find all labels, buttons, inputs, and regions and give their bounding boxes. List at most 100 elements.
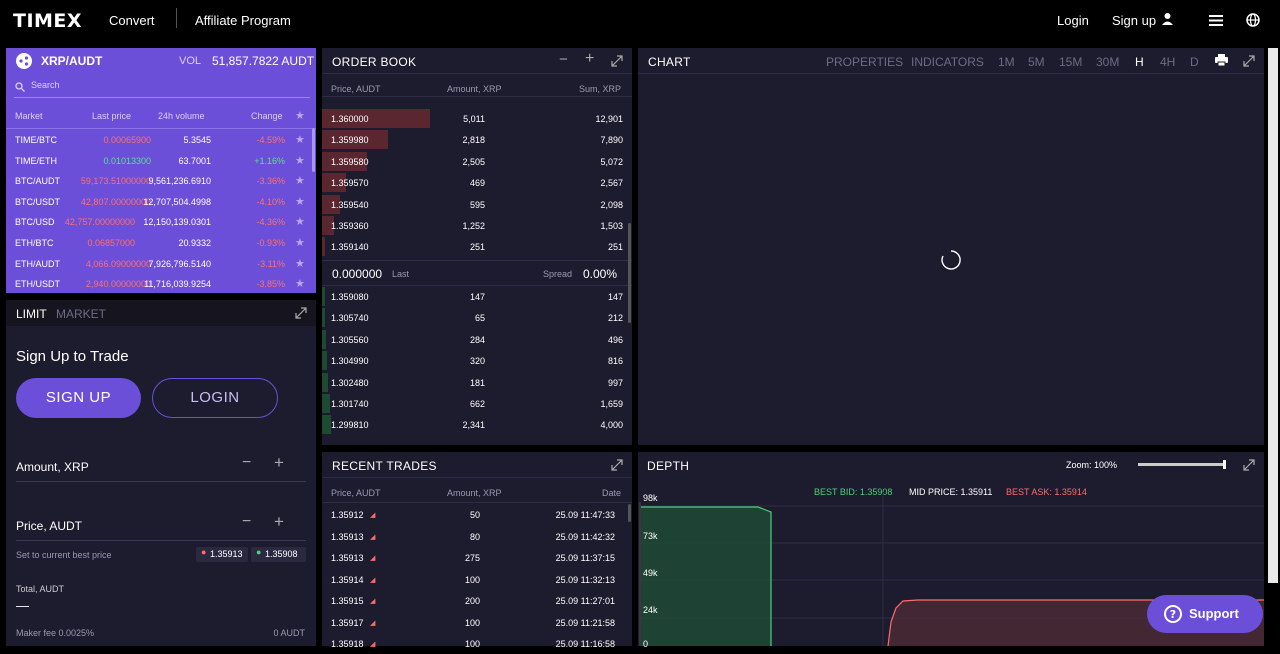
star-icon[interactable]: ★ — [295, 175, 305, 188]
search-icon — [15, 82, 25, 92]
expand-icon[interactable] — [611, 459, 623, 471]
star-icon[interactable]: ★ — [295, 237, 305, 249]
depth-bar — [322, 351, 328, 371]
market-row[interactable]: TIME/BTC 0.00065900 5.3545 -4.59% ★ — [6, 130, 316, 150]
pair-title[interactable]: XRP/AUDT — [41, 54, 103, 68]
zoom-slider[interactable] — [1138, 460, 1226, 469]
col-last-price[interactable]: Last price — [92, 111, 132, 121]
nav-convert[interactable]: Convert — [109, 13, 155, 28]
interval-d[interactable]: D — [1190, 55, 1199, 69]
market-row[interactable]: BTC/USD 42,757.00000000 12,150,139.0301 -4.… — [6, 212, 316, 232]
ask-row[interactable]: 1.359360 1,252 1,503 — [322, 215, 623, 236]
best-bid-chip[interactable]: ● 1.35908 — [251, 547, 306, 562]
down-arrow-icon: ◢ — [370, 555, 376, 562]
ask-row[interactable]: 1.359540 595 2,098 — [322, 194, 623, 215]
col-volume[interactable]: 24h volume — [158, 111, 205, 121]
interval-4h[interactable]: 4H — [1160, 55, 1176, 69]
market-row[interactable]: ETH/AUDT 4,066.09000000 7,926,796.5140 -3.1… — [6, 254, 316, 274]
globe-icon[interactable] — [1246, 13, 1260, 27]
bid-row[interactable]: 1.305740 65 212 — [322, 307, 623, 328]
signup-link[interactable]: Sign up — [1112, 13, 1157, 28]
recent-trades-title: RECENT TRADES — [332, 459, 437, 473]
scrollbar[interactable] — [628, 223, 631, 323]
interval-15m[interactable]: 15M — [1059, 55, 1083, 69]
star-icon[interactable]: ★ — [295, 257, 305, 270]
bid-row[interactable]: 1.305560 284 496 — [322, 329, 623, 350]
login-link[interactable]: Login — [1057, 13, 1089, 28]
market-row[interactable]: ETH/BTC 0.06857000 20.9332 -0.93% ★ — [6, 233, 316, 253]
col-change[interactable]: Change — [251, 111, 283, 121]
last-price: 42,807.00000000 — [80, 196, 151, 207]
zoom-handle[interactable] — [1223, 460, 1226, 469]
market-row[interactable]: BTC/AUDT 59,173.51000000 9,561,236.6910 -3.… — [6, 171, 316, 191]
support-button[interactable]: ? Support — [1147, 595, 1263, 633]
star-icon[interactable]: ★ — [295, 154, 305, 167]
interval-h[interactable]: H — [1135, 55, 1144, 69]
expand-icon[interactable] — [1243, 55, 1255, 67]
properties-button[interactable]: PROPERTIES — [826, 55, 904, 69]
ask-row[interactable]: 1.359580 2,505 5,072 — [322, 151, 623, 172]
market-row[interactable]: ETH/USDT 2,940.00000000 11,716,039.9254 -3.… — [6, 274, 316, 294]
tab-market[interactable]: MARKET — [56, 307, 107, 321]
signup-button[interactable]: SIGN UP — [16, 378, 141, 418]
amount: 251 — [469, 242, 485, 253]
bid-row[interactable]: 1.302480 181 997 — [322, 372, 623, 393]
star-icon[interactable]: ★ — [295, 110, 305, 122]
sum: 496 — [607, 334, 623, 345]
col-market[interactable]: Market — [15, 111, 43, 121]
scrollbar[interactable] — [312, 128, 315, 172]
interval-5m[interactable]: 5M — [1028, 55, 1045, 69]
share-icon[interactable] — [16, 53, 32, 69]
login-button[interactable]: LOGIN — [152, 378, 278, 418]
bid-row[interactable]: 1.359080 147 147 — [322, 286, 623, 307]
price-field[interactable]: Price, AUDT − + — [16, 512, 306, 541]
col-price: Price, AUDT — [331, 488, 381, 498]
amount-plus-button[interactable]: + — [274, 453, 284, 472]
y-tick: 73k — [643, 531, 658, 541]
interval-1m[interactable]: 1M — [998, 55, 1015, 69]
star-icon[interactable]: ★ — [295, 134, 305, 146]
ask-row[interactable]: 1.359140 251 251 — [322, 236, 623, 257]
market-panel: XRP/AUDT VOL 51,857.7822 AUDT Search Mar… — [6, 48, 316, 293]
ask-row[interactable]: 1.359570 469 2,567 — [322, 172, 623, 193]
market-row[interactable]: TIME/ETH 0.01013300 63.7001 +1.16% ★ — [6, 151, 316, 171]
bid-row[interactable]: 1.301740 662 1,659 — [322, 393, 623, 414]
market-row[interactable]: BTC/USDT 42,807.00000000 12,707,504.4998 -4… — [6, 192, 316, 212]
change: -3.36% — [256, 176, 285, 187]
expand-icon[interactable] — [1243, 459, 1255, 471]
chart-panel: CHART PROPERTIES INDICATORS 1M 5M 15M 30M H 4… — [638, 48, 1264, 445]
bid-row[interactable]: 1.299810 2,341 4,000 — [322, 414, 623, 435]
interval-30m[interactable]: 30M — [1096, 55, 1120, 69]
logo[interactable]: TIMEX — [13, 10, 83, 32]
star-icon[interactable]: ★ — [295, 278, 305, 291]
star-icon[interactable]: ★ — [295, 216, 305, 229]
print-icon[interactable] — [1215, 54, 1228, 66]
minus-icon[interactable]: − — [559, 51, 568, 68]
sum: 1,503 — [600, 221, 623, 231]
volume: 9,561,236.6910 — [148, 176, 211, 187]
ask-row[interactable]: 1.359980 2,818 7,890 — [322, 129, 623, 150]
ask-row[interactable]: 1.360000 5,011 12,901 — [322, 108, 623, 129]
expand-icon[interactable] — [611, 55, 623, 67]
search-input[interactable]: Search — [31, 80, 60, 90]
last-price: 0.000000 — [332, 267, 383, 281]
price-minus-button[interactable]: − — [242, 513, 252, 530]
tab-limit[interactable]: LIMIT — [16, 307, 47, 321]
bid-row[interactable]: 1.304990 320 816 — [322, 350, 623, 371]
spread-label: Spread — [543, 269, 573, 279]
best-ask-chip[interactable]: ● 1.35913 — [196, 547, 248, 562]
scrollbar[interactable] — [628, 504, 631, 522]
price-plus-button[interactable]: + — [274, 512, 284, 531]
expand-icon[interactable] — [295, 307, 307, 319]
star-icon[interactable]: ★ — [295, 195, 305, 208]
search-box[interactable]: Search — [14, 78, 310, 98]
user-icon[interactable] — [1161, 12, 1174, 25]
nav-affiliate[interactable]: Affiliate Program — [195, 13, 291, 28]
change: +1.16% — [254, 155, 285, 166]
indicators-button[interactable]: INDICATORS — [911, 55, 984, 69]
menu-icon[interactable] — [1209, 15, 1223, 26]
amount-field[interactable]: Amount, XRP − + — [16, 453, 306, 482]
amount-minus-button[interactable]: − — [242, 454, 252, 471]
plus-icon[interactable]: + — [585, 50, 595, 67]
page-scrollbar-track[interactable] — [1268, 48, 1278, 583]
